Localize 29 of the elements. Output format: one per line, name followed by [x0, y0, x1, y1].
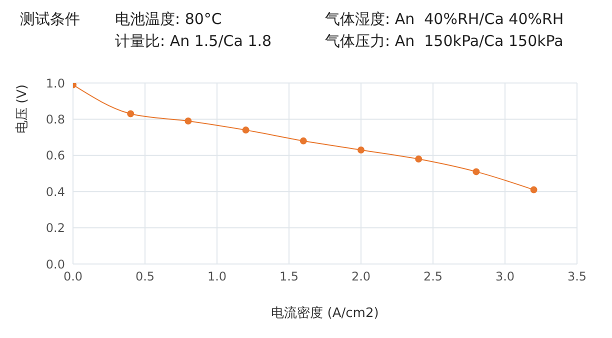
y-tick-label: 1.0	[46, 76, 65, 90]
x-tick-label: 2.5	[423, 270, 443, 284]
text: 电池温度: 80°C	[115, 10, 222, 29]
point	[242, 126, 250, 134]
point	[300, 137, 307, 144]
text: 气体压力: An 150kPa/Ca 150kPa	[325, 32, 564, 51]
x-axis-title: 电流密度 (A/cm2)	[270, 305, 380, 322]
point	[127, 110, 134, 118]
x-tick-label: 1.5	[279, 270, 299, 284]
y-tick-label: 0.6	[46, 148, 65, 163]
point	[472, 168, 480, 176]
y-axis-title: 电压 (V)	[14, 83, 31, 136]
y-tick-label: 0.4	[46, 184, 65, 199]
x-tick-label: 3.0	[495, 270, 515, 284]
x-tick-label: 0.0	[63, 270, 83, 284]
y-tick-label: 0.0	[46, 257, 65, 272]
point	[358, 146, 364, 154]
text: 气体湿度: An 40%RH/Ca 40%RH	[325, 10, 564, 29]
x-tick-label: 2.0	[351, 270, 371, 284]
x-tick-label: 1.0	[207, 270, 227, 284]
point	[530, 186, 538, 194]
chart-title: 测试条件	[20, 10, 80, 29]
x-tick-label: 0.5	[135, 270, 155, 284]
x-tick-label: 3.5	[567, 270, 587, 284]
y-tick-label: 0.2	[46, 221, 65, 236]
point	[415, 156, 422, 163]
y-tick-label: 0.8	[46, 112, 65, 126]
point	[184, 118, 192, 125]
text: 计量比: An 1.5/Ca 1.8	[115, 32, 272, 51]
